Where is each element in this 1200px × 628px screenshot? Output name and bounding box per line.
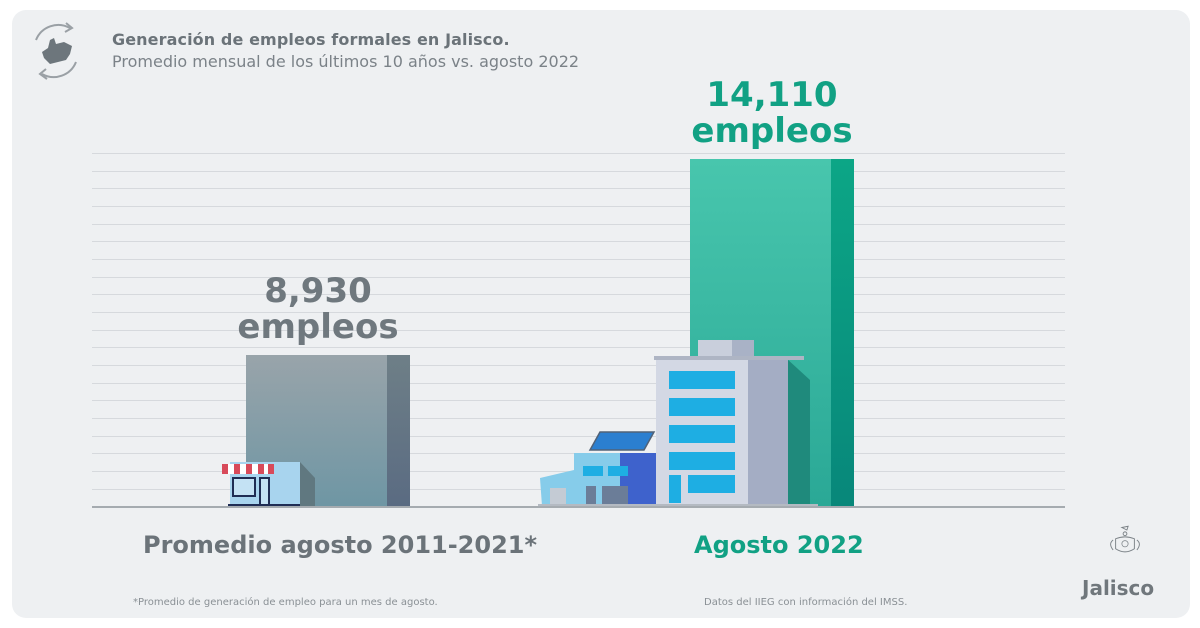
chart-subtitle: Promedio mensual de los últimos 10 años … (112, 52, 580, 71)
chart-title: Generación de empleos formales en Jalisc… (112, 30, 510, 49)
jalisco-brand-name: Jalisco (1082, 576, 1155, 600)
footnote-source: Datos del IIEG con información del IMSS. (704, 597, 908, 608)
category-label-agosto-2022: Agosto 2022 (694, 531, 864, 559)
bar-agosto-2022-side (831, 159, 854, 507)
chart-baseline (92, 506, 1065, 508)
bar-promedio-side (387, 355, 410, 507)
buildings-icon (538, 340, 818, 507)
category-label-promedio: Promedio agosto 2011-2021* (143, 531, 538, 559)
storefront-icon (222, 462, 315, 507)
value-number: 8,930 (264, 271, 372, 311)
footnote-left: *Promedio de generación de empleo para u… (133, 597, 438, 608)
jalisco-coat-of-arms-icon (1110, 525, 1140, 553)
value-unit: empleos (691, 111, 853, 151)
jalisco-map-cycle-icon (35, 22, 77, 80)
bar-promedio-value: 8,930 empleos (218, 273, 418, 345)
value-number: 14,110 (706, 75, 838, 115)
bar-agosto-2022-value: 14,110 empleos (672, 77, 872, 149)
infographic-card (12, 10, 1190, 618)
value-unit: empleos (237, 307, 399, 347)
